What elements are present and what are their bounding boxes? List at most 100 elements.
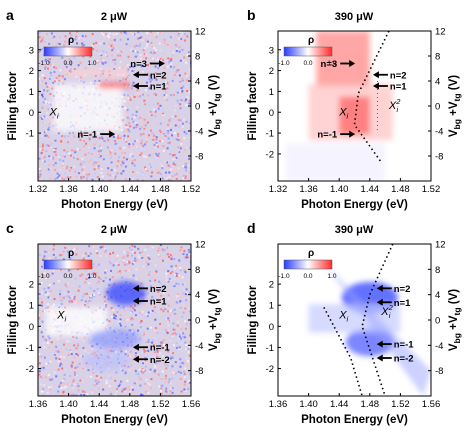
colorbar: ρ -1.0 0.0 1.0 (38, 248, 96, 280)
annotation-arrow-head (372, 71, 379, 79)
x-axis-title: Photon Energy (eV) (61, 199, 168, 211)
y2-axis-title-part: (V) (448, 75, 460, 94)
feature-label-main: X (388, 100, 397, 112)
feature-label-sub: i (347, 111, 349, 120)
y-tick-label: 3 (269, 45, 274, 56)
y-tick-label: -2 (266, 149, 274, 160)
y2-tick-label: -8 (435, 152, 443, 163)
feature-label-sup: 2 (395, 97, 401, 106)
y-tick-label: 0 (29, 322, 34, 333)
x-tick-label: 1.44 (330, 399, 349, 410)
y2-tick-label: -4 (195, 341, 203, 352)
feature-label-main: X (380, 306, 389, 318)
feature-label-sub: i (396, 105, 398, 114)
annotation-arrow-head (158, 60, 165, 67)
feature-label-main: X (48, 106, 57, 118)
y2-axis-title-part: V (448, 343, 460, 351)
annotation-arrow-head (372, 82, 379, 90)
colorbar-tick-label: 0.0 (303, 273, 312, 280)
colorbar: ρ -1.0 0.0 1.0 (38, 35, 96, 67)
x-tick-label: 1.32 (29, 184, 48, 195)
y2-tick-label: -8 (195, 366, 203, 377)
colorbar-tick-label: -1.0 (278, 60, 290, 67)
y2-axis-title-part: (V) (208, 75, 220, 94)
feature-label-Xi: X2 i (388, 97, 401, 114)
y2-tick-label: 0 (435, 316, 440, 327)
annotation-arrow-head (132, 284, 139, 292)
annotation-label: n=-1 (394, 340, 415, 351)
y-tick-label: 2 (29, 66, 34, 77)
colorbar-gradient (43, 46, 93, 57)
y2-axis-title-part: +V (208, 315, 220, 333)
right-axis: -8 -4 0 4 8 12 Vbg +Vtg (V) (188, 27, 222, 163)
feature-label-Xi: Xi (48, 106, 58, 120)
y2-tick-label: 0 (195, 102, 200, 113)
y2-axis-title-part: tg (212, 307, 222, 315)
annotation-n=-1: n=-1 (132, 343, 170, 354)
x-tick-label: 1.40 (59, 399, 78, 410)
y-axis-title: Filling factor (7, 285, 19, 355)
x-tick-label: 1.52 (391, 399, 410, 410)
y2-axis-title: Vbg +Vtg (V) (448, 289, 462, 351)
panel-title-c: 2 μW (101, 224, 128, 236)
panel-title-a: 2 μW (101, 11, 128, 23)
x-tick-label: 1.36 (29, 399, 48, 410)
right-axis: -8 -4 0 4 8 12 Vbg +Vtg (V) (428, 240, 462, 377)
annotation-arrow-head (376, 284, 383, 292)
annotation-label: n=1 (150, 82, 167, 93)
y-tick-label: 3 (29, 45, 34, 56)
y-axis-title: Filling factor (247, 285, 259, 355)
colorbar-title: ρ (68, 248, 74, 259)
feature-label-sub: i (57, 111, 59, 120)
y2-tick-label: -8 (435, 366, 443, 377)
y-tick-label: -1 (26, 343, 34, 354)
x-tick-label: 1.44 (90, 399, 109, 410)
x-tick-label: 1.36 (59, 184, 78, 195)
feature-label-Xi: Xi (56, 310, 66, 324)
annotation-label: n=2 (150, 70, 167, 81)
x-axis: 1.32 1.36 1.40 1.44 1.48 1.52 Photon Energy (e… (29, 178, 201, 211)
colorbar-tick-label: -1.0 (38, 273, 50, 280)
panel-label-d: d (247, 220, 256, 236)
panel-label-c: c (6, 220, 14, 236)
annotation-arrow-head (109, 130, 116, 138)
guide-dotted-lines (323, 244, 394, 396)
y-tick-label: 0 (269, 108, 274, 119)
y2-tick-label: 4 (435, 290, 440, 301)
annotation-arrow-head (376, 354, 383, 362)
annotation-arrow-head (349, 60, 356, 67)
y2-tick-label: 4 (195, 77, 200, 88)
x-axis-title: Photon Energy (eV) (61, 414, 168, 426)
feature-label-Xi: Xi (338, 310, 348, 324)
annotations: n=2 n=1 n=-1n=-2 (132, 284, 170, 366)
y2-axis-title-part: (V) (208, 289, 220, 308)
colorbar-tick-label: 1.0 (327, 273, 336, 280)
x-tick-label: 1.44 (361, 184, 380, 195)
annotation-label: n=3 (130, 59, 147, 70)
x-tick-label: 1.40 (299, 399, 318, 410)
x-tick-label: 1.48 (121, 399, 140, 410)
x-tick-label: 1.52 (422, 184, 441, 195)
x-tick-label: 1.56 (422, 399, 441, 410)
y2-tick-label: 4 (435, 77, 440, 88)
y2-axis-title-part: +V (448, 315, 460, 333)
annotation-arrow-head (349, 130, 356, 138)
annotation-arrow-head (376, 340, 383, 348)
colorbar: ρ -1.0 0.0 1.0 (278, 248, 336, 280)
panel-b: b 390 μW 1.32 1.36 1.40 1.44 1.48 1.52 Photon En… (247, 7, 462, 211)
y2-tick-label: 12 (195, 240, 206, 251)
annotation-label: n=-2 (394, 354, 414, 365)
y-tick-label: 0 (269, 322, 274, 333)
colorbar-tick-label: 1.0 (327, 60, 336, 67)
panel-label-a: a (6, 7, 14, 23)
y-tick-label: -1 (266, 343, 274, 354)
colorbar-tick-label: 1.0 (87, 60, 96, 67)
x-tick-label: 1.52 (182, 184, 201, 195)
x-tick-label: 1.36 (269, 399, 288, 410)
colorbar-tick-label: 1.0 (87, 273, 96, 280)
colorbar-tick-label: 0.0 (303, 60, 312, 67)
y-axis-title: Filling factor (247, 71, 259, 141)
x-axis-title: Photon Energy (eV) (301, 414, 408, 426)
y2-axis-title: Vbg +Vtg (V) (208, 289, 222, 351)
